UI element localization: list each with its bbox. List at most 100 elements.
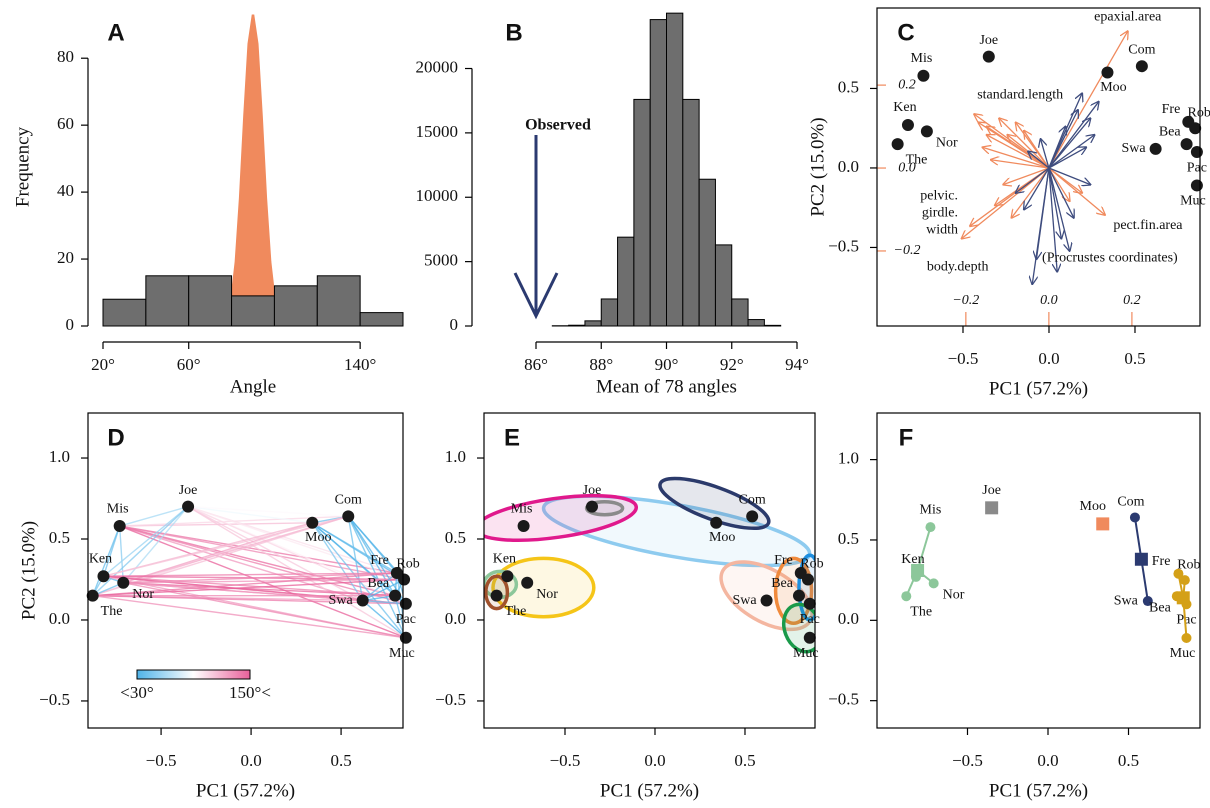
specimen-label: Moo: [305, 530, 331, 545]
angle-link: [188, 505, 349, 518]
loading-label: pect.fin.area: [1113, 218, 1183, 233]
histogram-bar: [568, 324, 586, 327]
angle-link: [347, 516, 403, 634]
loading-arrow: [1048, 167, 1091, 185]
specimen-point: [398, 573, 411, 586]
specimen-point: [585, 500, 598, 513]
y-tick-label: 0.5: [838, 529, 859, 548]
colorbar-label: <30°: [120, 683, 153, 702]
histogram-bar: [747, 319, 765, 327]
loading-arrow: [1024, 167, 1050, 209]
loading-arrow: [987, 135, 1050, 169]
group-mean: [1134, 552, 1148, 566]
specimen-label: Joe: [583, 483, 602, 498]
specimen-label: Bea: [1149, 600, 1172, 615]
loading-label: standard.length: [977, 87, 1063, 102]
specimen-point: [517, 520, 530, 533]
histogram-bar: [145, 275, 190, 327]
loading-arrow: [1048, 118, 1091, 169]
angle-link: [123, 572, 397, 584]
histogram-bar: [714, 244, 733, 327]
angle-link: [362, 579, 403, 602]
histogram-bar: [649, 19, 667, 327]
y-tick-label: 0: [66, 315, 75, 334]
specimen-label: Fre: [774, 553, 793, 568]
specimen-label: Muc: [389, 646, 415, 661]
specimen-point: [113, 520, 126, 533]
histogram-bar: [188, 275, 233, 327]
panel-letter: B: [505, 19, 522, 46]
loading-arrow: [982, 147, 1050, 169]
y-tick-label: −0.5: [828, 236, 859, 255]
specimen-label: Rob: [800, 557, 823, 572]
loading-arrow: [1048, 110, 1078, 169]
plot-frame: [483, 412, 816, 729]
y-tick-label: 60: [57, 114, 74, 133]
y-tick-label: 1.0: [445, 447, 466, 466]
angle-link: [119, 525, 403, 638]
specimen-label: Fre: [370, 553, 389, 568]
y-tick-label: 20000: [416, 57, 459, 76]
x-tick-label: 60°: [177, 355, 201, 374]
specimen-label: Com: [1128, 42, 1155, 57]
specimen-point: [521, 576, 534, 589]
plot-content: [962, 31, 1128, 284]
specimen-label: Pac: [800, 612, 820, 627]
histogram-bar: [698, 178, 716, 327]
specimen-label: Pac: [1176, 612, 1196, 627]
specimen-label: Bea: [771, 576, 794, 591]
specimen-point: [389, 589, 402, 602]
angle-link: [187, 506, 403, 637]
x-axis-title: PC1 (57.2%): [989, 378, 1088, 399]
y-axis-title: PC2 (15.0%): [807, 117, 828, 216]
group-point: [925, 522, 936, 533]
y-axis-title: PC2 (15.0%): [18, 521, 39, 620]
x-tick-label: −0.5: [948, 349, 979, 368]
specimen-label: The: [910, 604, 932, 619]
histogram-bar: [359, 312, 404, 327]
specimen-label: Mis: [511, 501, 533, 516]
y-tick-label: 10000: [416, 186, 459, 205]
angle-link: [92, 578, 403, 597]
y-tick-label: 15000: [416, 122, 459, 141]
loading-x-tick-label: 0.2: [1123, 293, 1141, 308]
panel-letter: C: [897, 19, 914, 46]
loading-arrow: [1024, 131, 1050, 169]
x-tick-label: 88°: [589, 355, 613, 374]
x-axis-title: Angle: [230, 376, 276, 397]
specimen-point: [490, 589, 503, 602]
angle-link: [362, 599, 403, 605]
group-mean: [911, 564, 925, 577]
loading-arrow: [1048, 127, 1066, 169]
angle-link: [311, 522, 403, 580]
specimen-point: [97, 570, 110, 583]
loading-arrow: [1048, 31, 1128, 169]
panel-letter: D: [107, 424, 124, 451]
panel-letter: F: [899, 424, 914, 451]
angle-link: [92, 506, 189, 597]
specimen-label: Muc: [1170, 646, 1196, 661]
x-tick-label: 0.0: [644, 751, 665, 770]
specimen-label: Joe: [982, 483, 1001, 498]
angle-link: [187, 505, 403, 604]
group-point: [1173, 568, 1184, 579]
specimen-label: Rob: [1188, 105, 1210, 120]
specimen-point: [342, 510, 355, 523]
histogram-bar: [763, 324, 782, 327]
y-tick-label: 0.0: [838, 157, 859, 176]
angle-link: [119, 525, 396, 597]
specimen-point: [982, 50, 995, 63]
x-tick-label: 20°: [91, 355, 115, 374]
loading-y-tick-label: 0.2: [898, 77, 916, 92]
plot-frame: [87, 412, 404, 729]
angle-link: [362, 572, 398, 602]
histogram-bar: [102, 298, 147, 327]
specimen-point: [803, 597, 816, 610]
group-point: [1179, 575, 1190, 586]
specimen-label: Pac: [396, 612, 416, 627]
loading-arrow: [1048, 167, 1057, 272]
specimen-point: [399, 597, 412, 610]
specimen-label: Rob: [396, 557, 419, 572]
